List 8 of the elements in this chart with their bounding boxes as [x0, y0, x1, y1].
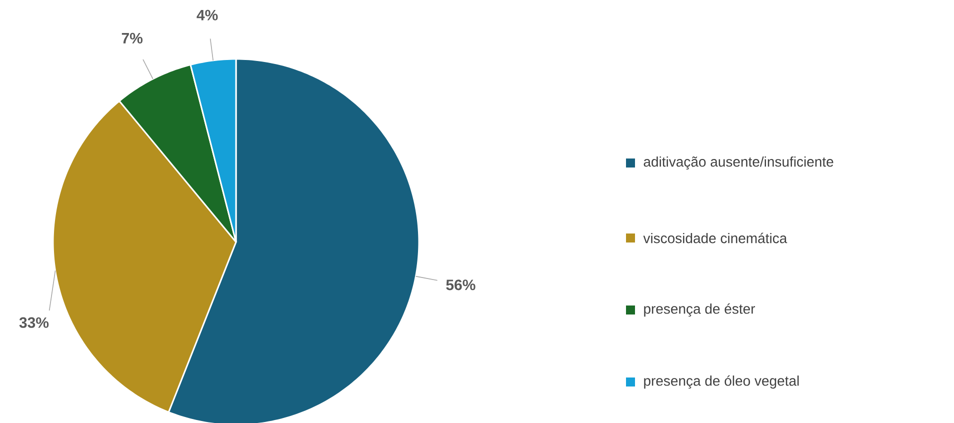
legend-label: presença de óleo vegetal — [644, 375, 799, 389]
legend-label: viscosidade cinemática — [643, 232, 788, 244]
data-label: 4% — [196, 10, 218, 20]
data-label: 33% — [19, 317, 49, 328]
legend-label: presença de éster — [644, 303, 756, 317]
legend-label: aditivação ausente/insuficiente — [644, 156, 834, 170]
data-label: 56% — [446, 280, 476, 290]
data-label: 7% — [122, 32, 143, 44]
